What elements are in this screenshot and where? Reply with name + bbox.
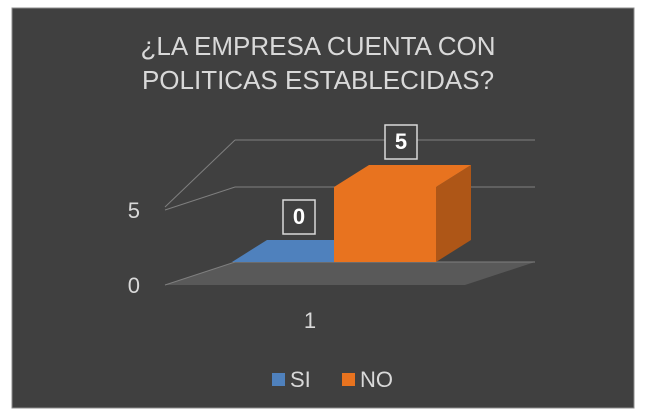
bar — [334, 187, 436, 262]
data-label-box — [384, 124, 418, 160]
legend-swatch — [342, 373, 355, 386]
wall-edge — [164, 139, 236, 208]
chart-title: ¿LA EMPRESA CUENTA CON POLITICAS ESTABLEC… — [141, 31, 496, 95]
data-label: 0 — [293, 204, 305, 229]
legend-label: SI — [290, 367, 311, 392]
y-tick-label: 5 — [128, 198, 140, 223]
chart-area — [11, 7, 635, 409]
bar-top — [334, 165, 471, 187]
y-tick-label: 0 — [128, 273, 140, 298]
legend-swatch — [272, 373, 285, 386]
bar-side — [436, 165, 471, 262]
data-label-box — [282, 199, 316, 235]
x-tick-label: 1 — [304, 308, 316, 333]
legend-label: NO — [360, 367, 393, 392]
floor — [165, 262, 535, 285]
data-label: 5 — [395, 129, 407, 154]
